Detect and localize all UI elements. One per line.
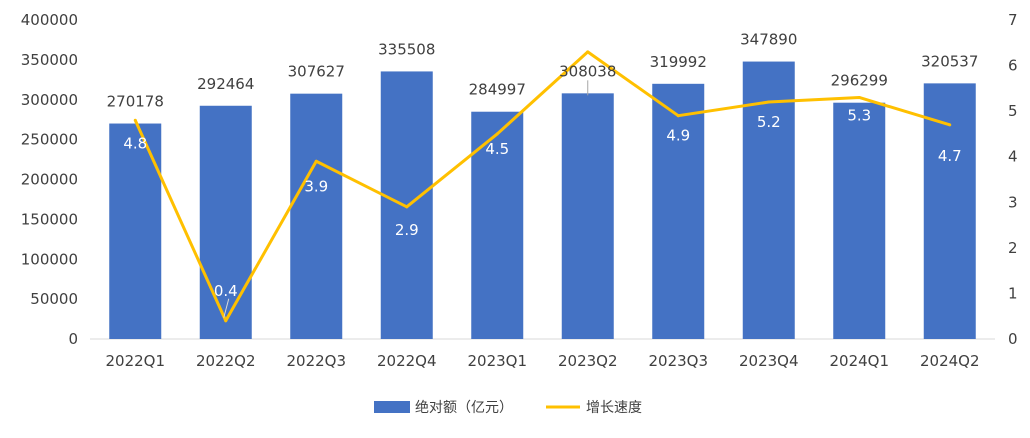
x-tick-label: 2024Q2 — [920, 352, 980, 370]
legend: 绝对额（亿元） 增长速度 — [374, 400, 642, 416]
bar-value-label: 335508 — [378, 40, 435, 58]
x-tick-label: 2022Q1 — [105, 352, 165, 370]
growth-rate-label: 0.4 — [214, 282, 238, 300]
bar — [199, 105, 252, 340]
y-right-tick-label: 1 — [1008, 284, 1018, 302]
line-layer — [133, 50, 952, 323]
growth-rate-label: 5.3 — [847, 106, 871, 124]
x-tick-label: 2024Q1 — [829, 352, 889, 370]
y-right-tick-label: 3 — [1008, 193, 1018, 211]
y-left-tick-label: 300000 — [21, 91, 78, 109]
bar-value-label: 347890 — [740, 31, 797, 49]
growth-point — [133, 118, 137, 122]
growth-rate-label: 3.9 — [304, 177, 328, 195]
y-right-tick-label: 0 — [1008, 330, 1018, 348]
bar-value-label: 270178 — [107, 93, 164, 111]
growth-point — [586, 50, 590, 54]
bar-value-label: 307627 — [288, 63, 345, 81]
growth-point — [314, 159, 318, 163]
y-left-tick-label: 100000 — [21, 250, 78, 268]
growth-point — [495, 132, 499, 136]
y-left-tick-label: 200000 — [21, 171, 78, 189]
legend-label-bar: 绝对额（亿元） — [415, 400, 513, 416]
x-tick-label: 2023Q3 — [648, 352, 708, 370]
x-tick-label: 2022Q4 — [377, 352, 437, 370]
bar — [833, 102, 886, 340]
y-left-tick-label: 50000 — [30, 290, 78, 308]
x-tick-label: 2022Q2 — [196, 352, 256, 370]
growth-rate-label: 4.5 — [485, 140, 509, 158]
bar — [742, 61, 795, 339]
x-tick-label: 2022Q3 — [286, 352, 346, 370]
bar — [109, 123, 162, 339]
legend-swatch-bar — [374, 401, 410, 413]
bar — [652, 83, 705, 339]
growth-rate-label: 4.8 — [123, 134, 147, 152]
legend-label-line: 增长速度 — [586, 400, 642, 416]
bar-value-label: 284997 — [469, 81, 526, 99]
bar — [923, 83, 976, 340]
growth-point — [676, 114, 680, 118]
growth-point — [224, 319, 228, 323]
y-right-tick-label: 5 — [1008, 102, 1018, 120]
bar-value-label: 320537 — [921, 52, 978, 70]
bar — [290, 93, 343, 339]
labels-layer: 270178 292464 307627 335508 284997 308038 3199… — [107, 31, 978, 318]
growth-point — [948, 123, 952, 127]
bar — [561, 93, 614, 340]
growth-point — [767, 100, 771, 104]
x-tick-label: 2023Q1 — [467, 352, 527, 370]
growth-rate-label: 4.7 — [938, 147, 962, 165]
y-right-tick-label: 4 — [1008, 148, 1018, 166]
y-left-tick-label: 350000 — [21, 51, 78, 69]
y-right-tick-label: 7 — [1008, 11, 1018, 29]
growth-point — [857, 95, 861, 99]
leader-line — [223, 298, 230, 318]
bar-value-label: 292464 — [197, 75, 254, 93]
bar-value-label: 319992 — [650, 53, 707, 71]
y-right-tick-label: 2 — [1008, 239, 1018, 257]
y-left-tick-label: 250000 — [21, 131, 78, 149]
growth-point — [405, 205, 409, 209]
growth-rate-label: 4.9 — [666, 127, 690, 145]
x-tick-label: 2023Q2 — [558, 352, 618, 370]
bars-layer — [109, 61, 976, 340]
y-right-tick-label: 6 — [1008, 57, 1018, 75]
growth-line — [133, 50, 951, 323]
growth-rate-label: 2.9 — [395, 221, 419, 239]
y-left-tick-label: 400000 — [21, 11, 78, 29]
x-tick-label: 2023Q4 — [739, 352, 799, 370]
y-left-tick-label: 0 — [68, 330, 78, 348]
bar-value-label: 296299 — [831, 72, 888, 90]
y-left-tick-label: 150000 — [21, 210, 78, 228]
growth-rate-label: 5.2 — [757, 113, 781, 131]
axes-layer: 0500001000001500002000002500003000003500… — [21, 11, 1018, 370]
bar-value-label: 308038 — [559, 62, 616, 80]
